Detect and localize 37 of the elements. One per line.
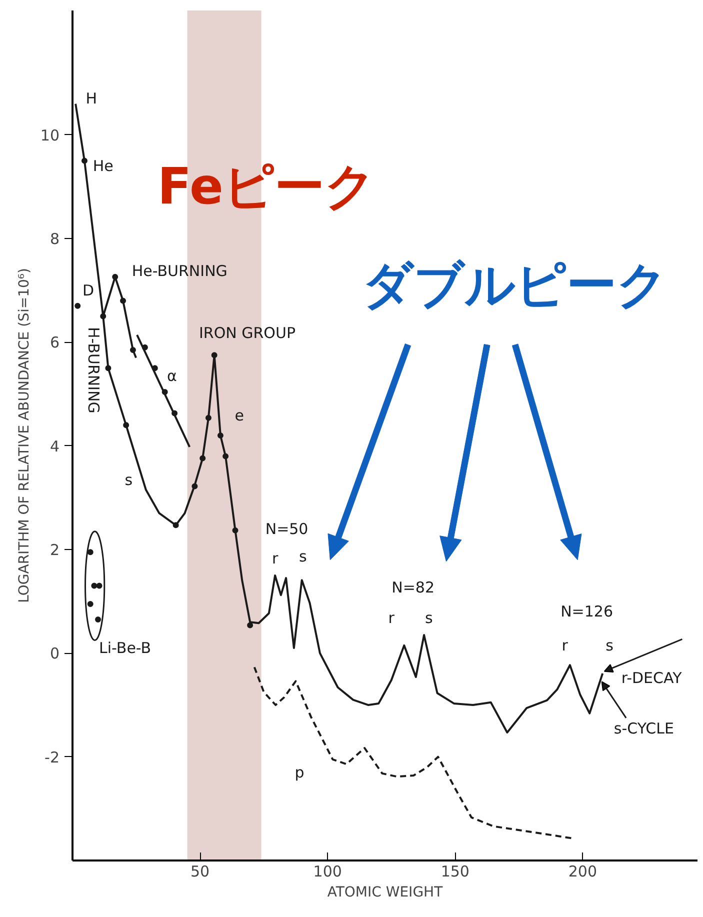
annotation: r [272, 549, 279, 568]
annotation: e [234, 406, 244, 424]
annotation: s [298, 547, 307, 566]
annotation: N=50 [265, 520, 308, 538]
annotation: He-BURNING [132, 262, 228, 280]
annotation: H [86, 90, 98, 108]
annotation: α [167, 366, 178, 385]
y-tick-label: 8 [50, 230, 60, 248]
x-tick-label: 200 [568, 862, 598, 880]
y-tick-label: 0 [50, 644, 60, 663]
annotation: N=126 [560, 602, 613, 621]
annotation: s [606, 636, 614, 654]
annotation: s [424, 608, 433, 627]
annotation: He [92, 156, 114, 175]
annotation: Feピーク [157, 158, 376, 216]
annotation: D [82, 281, 94, 300]
annotation: r-DECAY [621, 669, 683, 688]
annotation: IRON GROUP [198, 324, 296, 342]
y-tick-label: -2 [44, 748, 60, 766]
annotation: p [294, 763, 304, 782]
y-tick-label: 4 [50, 437, 60, 456]
y-tick-label: 10 [40, 126, 60, 144]
x-tick-label: 50 [190, 862, 210, 880]
x-tick-label: 150 [440, 862, 470, 880]
y-axis-title: LOGARITHM OF RELATIVE ABUNDANCE (Si=10⁶) [16, 268, 32, 603]
annotation: H-BURNING [84, 327, 103, 414]
annotation: r [388, 608, 396, 627]
x-tick-label: 100 [313, 862, 342, 880]
y-tick-label: 2 [50, 541, 60, 560]
annotation: ダブルピーク [362, 256, 668, 314]
annotation: r [562, 636, 569, 654]
annotation: N=82 [392, 578, 435, 596]
y-tick-label: 6 [50, 334, 60, 352]
annotation: s-CYCLE [614, 719, 674, 738]
annotation: s [124, 471, 133, 490]
annotation: Li-Be-B [99, 639, 152, 657]
x-axis-title: ATOMIC WEIGHT [327, 884, 444, 900]
